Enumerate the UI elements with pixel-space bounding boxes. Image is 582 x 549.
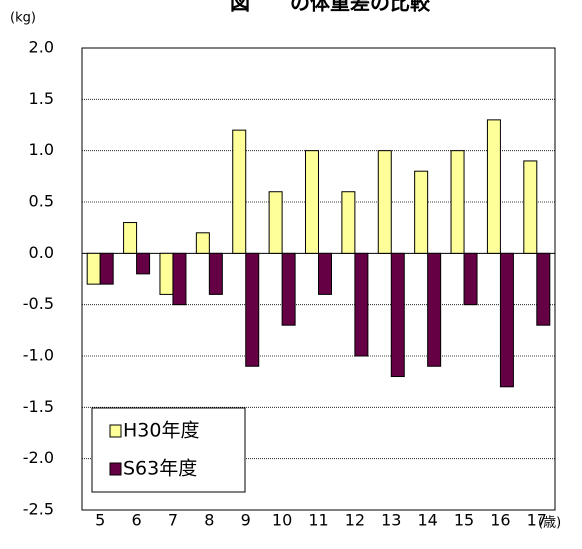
bar	[172, 252, 187, 306]
y-tick-label: 0.5	[29, 192, 54, 211]
legend-swatch	[109, 424, 122, 438]
y-tick-label: -2.0	[23, 448, 54, 467]
bar	[390, 252, 405, 378]
x-tick-label: 12	[345, 511, 365, 530]
bar	[195, 232, 210, 254]
bar	[463, 252, 478, 306]
x-tick-label: 7	[168, 511, 178, 530]
legend-swatch	[109, 462, 122, 476]
x-tick-label: 5	[95, 511, 105, 530]
y-tick-label: 1.5	[29, 89, 54, 108]
y-tick-label: 2.0	[29, 38, 54, 57]
x-tick-label: 11	[308, 511, 328, 530]
y-tick-label: 0.0	[29, 243, 54, 262]
y-tick-label: -1.0	[23, 346, 54, 365]
y-tick-label: 1.0	[29, 140, 54, 159]
x-tick-label: 13	[381, 511, 401, 530]
chart-title: 図 の体重差の比較	[230, 0, 431, 15]
x-tick-label: 10	[272, 511, 292, 530]
x-axis-label: (歳)	[538, 516, 561, 531]
bar	[523, 160, 538, 254]
bar	[232, 129, 247, 254]
bar	[305, 150, 319, 254]
x-tick-label: 9	[241, 511, 251, 530]
x-tick-label: 6	[131, 511, 141, 530]
bar	[86, 252, 101, 285]
bar	[414, 170, 429, 254]
bar	[341, 191, 356, 254]
y-tick-label: -0.5	[23, 294, 54, 313]
y-tick-label: -2.5	[23, 500, 54, 519]
bar	[99, 252, 114, 285]
bar	[159, 252, 174, 295]
plot-border	[81, 47, 556, 511]
y-tick-label: -1.5	[23, 397, 54, 416]
y-axis-label: (kg)	[10, 11, 36, 26]
legend-label: S63年度	[123, 458, 197, 480]
bar	[486, 119, 501, 254]
legend-box	[91, 407, 246, 493]
bar	[208, 252, 223, 295]
bar	[536, 252, 551, 326]
x-tick-label: 15	[454, 511, 474, 530]
bar	[136, 252, 151, 275]
legend-label: H30年度	[123, 420, 199, 442]
x-tick-label: 16	[490, 511, 510, 530]
x-tick-label: 14	[417, 511, 437, 530]
bar	[499, 252, 514, 388]
bar	[123, 222, 138, 254]
bar	[318, 252, 332, 295]
bar	[281, 252, 296, 326]
bar	[377, 150, 392, 254]
x-tick-label: 8	[204, 511, 214, 530]
bar	[427, 252, 442, 367]
bar	[245, 252, 260, 367]
x-tick-label: 17	[527, 511, 547, 530]
bar	[450, 150, 465, 254]
bar	[268, 191, 283, 254]
bar	[354, 252, 369, 357]
